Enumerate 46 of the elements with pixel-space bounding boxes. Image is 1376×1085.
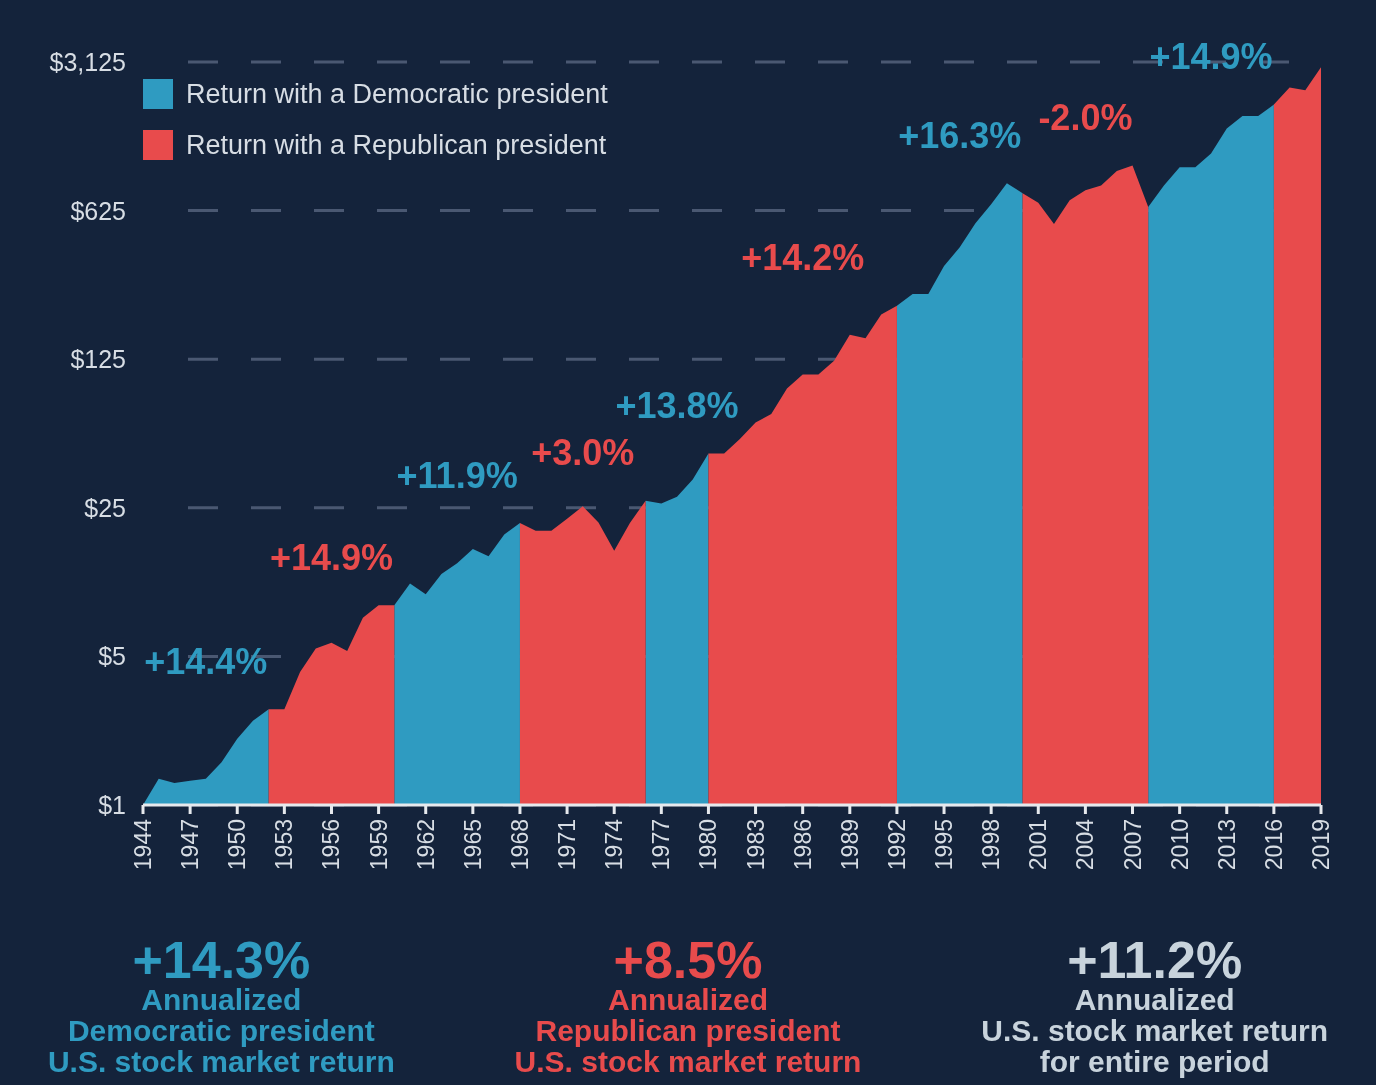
- x-tick-label: 1998: [978, 819, 1005, 871]
- text: +14.3% Annualized Democratic president U.S. stock market return: [47, 931, 395, 1078]
- annotation: +3.0%: [531, 432, 635, 474]
- y-tick-label: $625: [70, 196, 126, 225]
- x-tick-label: 2004: [1072, 818, 1099, 871]
- legend-label: Return with a Republican president: [186, 130, 607, 160]
- annotation: -2.0%: [1038, 96, 1133, 138]
- y-tick-label: $1: [98, 791, 126, 819]
- x-tick-label: 1983: [742, 819, 769, 871]
- x-tick-label: 1959: [365, 819, 392, 871]
- x-tick-label: 1947: [177, 819, 204, 871]
- text: +8.5% Annualized Republican president U.S. stock market return: [514, 931, 862, 1078]
- x-tick-label: 1974: [601, 818, 628, 871]
- annotation: +11.9%: [396, 454, 518, 496]
- annotation: +14.9%: [1149, 36, 1273, 78]
- y-tick-label: $3,125: [49, 48, 126, 76]
- annotation: +14.2%: [741, 237, 865, 279]
- x-tick-label: 2019: [1308, 819, 1334, 871]
- x-tick-label: 2016: [1260, 819, 1287, 871]
- x-tick-label: 1944: [130, 818, 156, 871]
- x-tick-label: 1965: [459, 819, 486, 871]
- x-tick-label: 2007: [1119, 819, 1146, 871]
- x-tick-label: 1950: [224, 819, 251, 871]
- x-tick-label: 1980: [695, 819, 722, 871]
- y-tick-label: $25: [84, 493, 126, 522]
- annotation: +14.9%: [269, 536, 394, 578]
- x-tick-label: 1953: [271, 819, 298, 871]
- annotation: +14.4%: [144, 640, 268, 682]
- x-tick-label: 1971: [554, 819, 581, 871]
- x-tick-label: 1962: [412, 819, 439, 871]
- text: +11.2% Annualized U.S. stock market return for entire period: [981, 931, 1329, 1078]
- x-tick-label: 2010: [1166, 819, 1193, 871]
- x-tick-label: 1995: [931, 819, 958, 871]
- x-tick-label: 1989: [836, 819, 863, 871]
- x-tick-label: 1992: [883, 819, 910, 871]
- x-tick-label: 2001: [1025, 819, 1052, 871]
- legend-label: Return with a Democratic president: [186, 79, 609, 109]
- x-tick-label: 1977: [648, 819, 675, 871]
- y-tick-label: $125: [70, 345, 126, 374]
- y-tick-label: $5: [98, 642, 126, 671]
- x-tick-label: 1956: [318, 819, 345, 871]
- x-tick-label: 1968: [506, 819, 533, 871]
- annotation: +16.3%: [898, 114, 1022, 156]
- x-tick-label: 1986: [789, 819, 816, 871]
- annotation: +13.8%: [615, 385, 739, 427]
- x-tick-label: 2013: [1213, 819, 1240, 871]
